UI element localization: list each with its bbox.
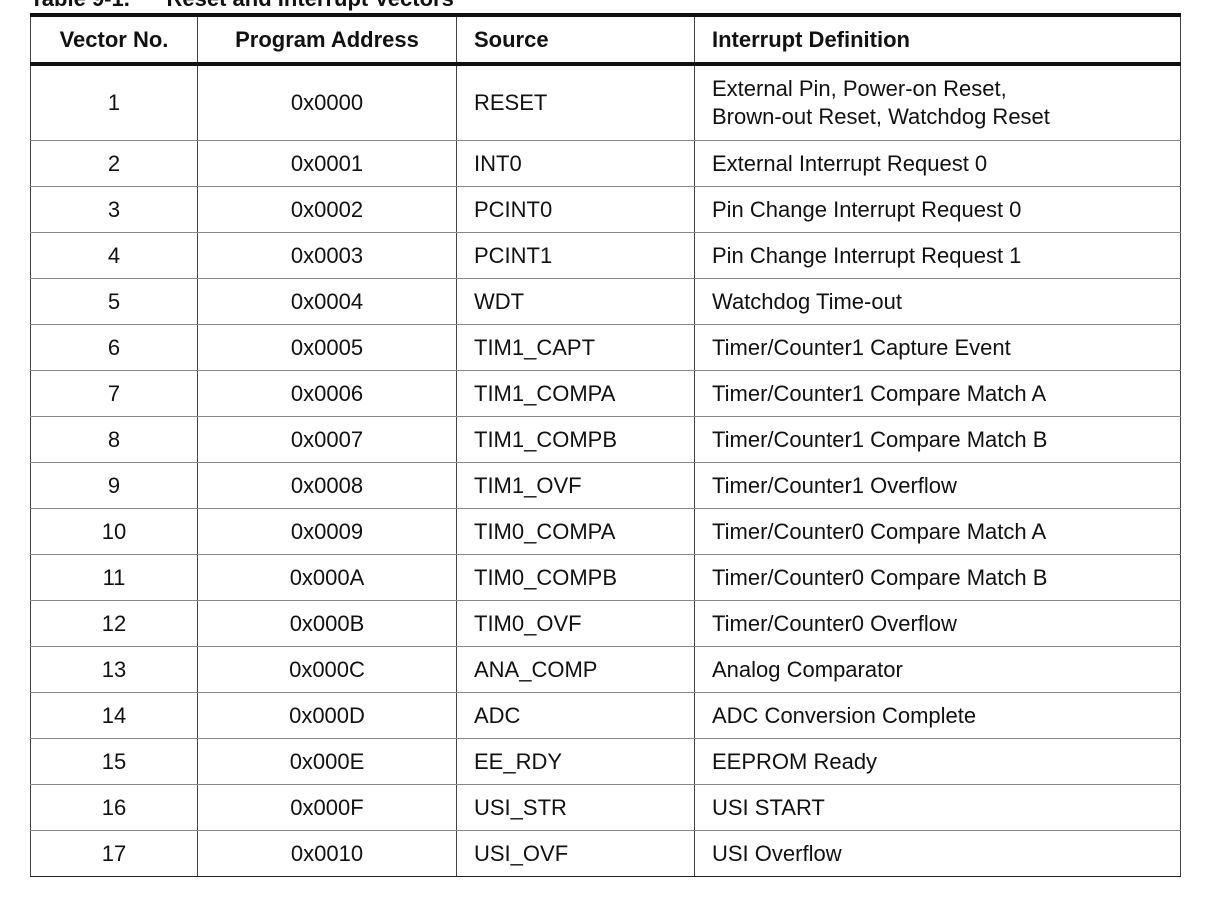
table-cell: 1 — [30, 64, 198, 141]
table-cell: 12 — [30, 600, 198, 647]
table-cell: External Interrupt Request 0 — [694, 140, 1181, 187]
table-cell: Pin Change Interrupt Request 0 — [694, 186, 1181, 233]
table-cell: 0x000F — [197, 784, 457, 831]
table-cell: Timer/Counter1 Capture Event — [694, 324, 1181, 371]
table-row: 2 0x0001 INT0 External Interrupt Request 0 — [30, 140, 1181, 187]
table-cell: 0x0006 — [197, 370, 457, 417]
table-cell: WDT — [456, 278, 695, 325]
table-row: 15 0x000E EE_RDY EEPROM Ready — [30, 738, 1181, 785]
table-cell: USI START — [694, 784, 1181, 831]
table-row: 9 0x0008 TIM1_OVF Timer/Counter1 Overflow — [30, 462, 1181, 509]
table-cell: EE_RDY — [456, 738, 695, 785]
table-row: 11 0x000A TIM0_COMPB Timer/Counter0 Compare… — [30, 554, 1181, 601]
table-cell: ADC — [456, 692, 695, 739]
table-cell: Analog Comparator — [694, 646, 1181, 693]
table-header: Vector No. Program Address Source Interrupt… — [30, 13, 1181, 66]
header-cell: Source — [456, 13, 695, 66]
table-cell: EEPROM Ready — [694, 738, 1181, 785]
table-row: 4 0x0003 PCINT1 Pin Change Interrupt Reques… — [30, 232, 1181, 279]
table-cell: 17 — [30, 830, 198, 877]
table-cell: 0x000E — [197, 738, 457, 785]
table-cell: 0x0000 — [197, 64, 457, 141]
table-cell: 10 — [30, 508, 198, 555]
table-cell: Timer/Counter1 Compare Match A — [694, 370, 1181, 417]
table-cell: 0x0001 — [197, 140, 457, 187]
table-cell: 13 — [30, 646, 198, 693]
table-cell: 0x0002 — [197, 186, 457, 233]
table-cell: ADC Conversion Complete — [694, 692, 1181, 739]
table-cell: RESET — [456, 64, 695, 141]
table-cell: 0x000A — [197, 554, 457, 601]
table-cell: USI_OVF — [456, 830, 695, 877]
table-cell: 4 — [30, 232, 198, 279]
table-cell: Timer/Counter0 Compare Match B — [694, 554, 1181, 601]
table-row: 1 0x0000 RESET External Pin, Power-on Reset… — [30, 64, 1181, 141]
table-cell: 15 — [30, 738, 198, 785]
table-cell: USI_STR — [456, 784, 695, 831]
table-cell: External Pin, Power-on Reset, Brown-out … — [694, 64, 1181, 141]
table-cell: Timer/Counter1 Overflow — [694, 462, 1181, 509]
table-cell: 0x0007 — [197, 416, 457, 463]
table-cell: 16 — [30, 784, 198, 831]
table-row: 6 0x0005 TIM1_CAPT Timer/Counter1 Capture E… — [30, 324, 1181, 371]
table-body: 1 0x0000 RESET External Pin, Power-on Reset… — [30, 64, 1181, 877]
table-row: 10 0x0009 TIM0_COMPA Timer/Counter0 Compare… — [30, 508, 1181, 555]
header-cell: Interrupt Definition — [694, 13, 1181, 66]
table-cell: Timer/Counter0 Compare Match A — [694, 508, 1181, 555]
header-cell: Program Address — [197, 13, 457, 66]
table-cell: 3 — [30, 186, 198, 233]
table-row: 17 0x0010 USI_OVF USI Overflow — [30, 830, 1181, 877]
table-cell: TIM1_COMPB — [456, 416, 695, 463]
table-row: 5 0x0004 WDT Watchdog Time-out — [30, 278, 1181, 325]
table-cell: PCINT0 — [456, 186, 695, 233]
table-cell: 0x0008 — [197, 462, 457, 509]
table-cell: Pin Change Interrupt Request 1 — [694, 232, 1181, 279]
table-cell: Timer/Counter0 Overflow — [694, 600, 1181, 647]
table-row: 7 0x0006 TIM1_COMPA Timer/Counter1 Compare … — [30, 370, 1181, 417]
header-cell: Vector No. — [30, 13, 198, 66]
table-cell: Timer/Counter1 Compare Match B — [694, 416, 1181, 463]
table-cell: 0x0009 — [197, 508, 457, 555]
table-cell: 7 — [30, 370, 198, 417]
table-caption: Table 9-1. Reset and Interrupt Vectors — [30, 0, 454, 12]
table-cell: TIM1_OVF — [456, 462, 695, 509]
header-row: Vector No. Program Address Source Interrupt… — [30, 13, 1181, 66]
table-cell: INT0 — [456, 140, 695, 187]
table-cell: TIM1_COMPA — [456, 370, 695, 417]
table-cell: 6 — [30, 324, 198, 371]
table-row: 14 0x000D ADC ADC Conversion Complete — [30, 692, 1181, 739]
table-cell: 0x000B — [197, 600, 457, 647]
table-row: 3 0x0002 PCINT0 Pin Change Interrupt Reques… — [30, 186, 1181, 233]
table-cell: 0x000C — [197, 646, 457, 693]
table-cell: 5 — [30, 278, 198, 325]
table-cell: USI Overflow — [694, 830, 1181, 877]
vector-table: Vector No. Program Address Source Interrupt… — [30, 13, 1181, 877]
table-cell: 0x0010 — [197, 830, 457, 877]
table-cell: TIM1_CAPT — [456, 324, 695, 371]
table-cell: TIM0_OVF — [456, 600, 695, 647]
table-cell: 0x000D — [197, 692, 457, 739]
table-cell: ANA_COMP — [456, 646, 695, 693]
table-cell: TIM0_COMPA — [456, 508, 695, 555]
table-row: 13 0x000C ANA_COMP Analog Comparator — [30, 646, 1181, 693]
table-cell: 14 — [30, 692, 198, 739]
table-cell: 0x0005 — [197, 324, 457, 371]
table-row: 8 0x0007 TIM1_COMPB Timer/Counter1 Compare … — [30, 416, 1181, 463]
table-cell: 0x0004 — [197, 278, 457, 325]
table-cell: TIM0_COMPB — [456, 554, 695, 601]
table-cell: 0x0003 — [197, 232, 457, 279]
table-cell: 11 — [30, 554, 198, 601]
table-cell: 8 — [30, 416, 198, 463]
table-cell: Watchdog Time-out — [694, 278, 1181, 325]
table-cell: 2 — [30, 140, 198, 187]
table-row: 12 0x000B TIM0_OVF Timer/Counter0 Overflow — [30, 600, 1181, 647]
table-cell: PCINT1 — [456, 232, 695, 279]
table-row: 16 0x000F USI_STR USI START — [30, 784, 1181, 831]
table-cell: 9 — [30, 462, 198, 509]
